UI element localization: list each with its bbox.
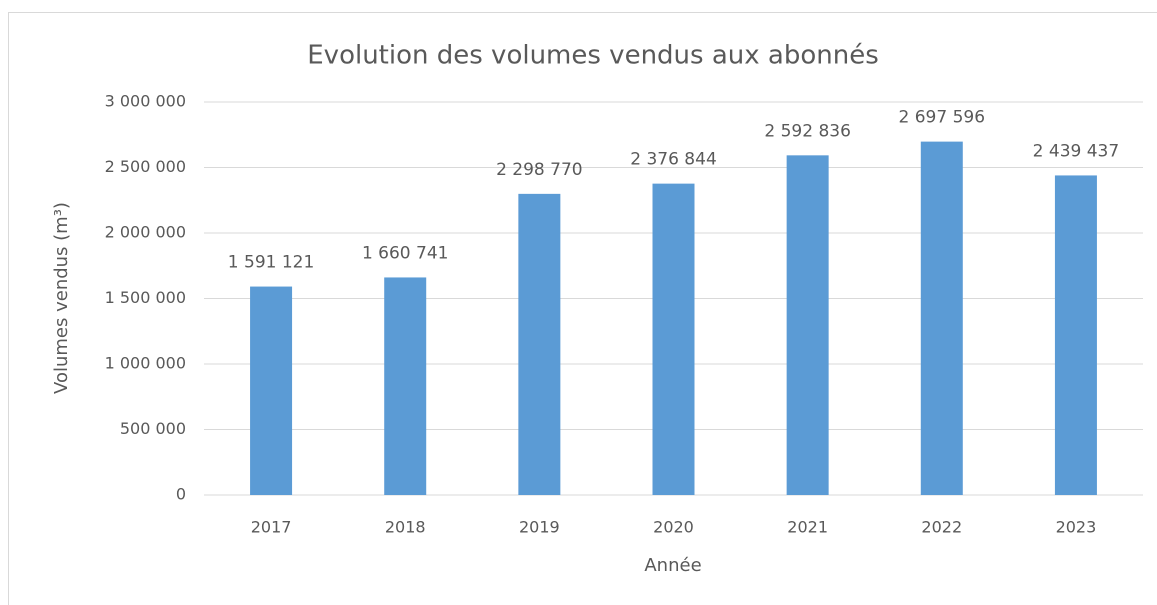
y-tick-label: 2 500 000	[105, 157, 186, 176]
chart-frame	[8, 12, 1157, 605]
bar	[384, 277, 427, 495]
bar	[786, 155, 829, 495]
data-label: 2 376 844	[630, 150, 717, 170]
data-label: 1 660 741	[362, 243, 449, 263]
y-axis-label: Volumes vendus (m³)	[51, 202, 72, 394]
x-tick-label: 2018	[385, 518, 426, 537]
x-tick-label: 2022	[921, 518, 962, 537]
data-label: 2 298 770	[496, 160, 583, 180]
data-label: 2 697 596	[899, 108, 986, 128]
chart-title: Evolution des volumes vendus aux abonnés	[307, 41, 879, 71]
bar	[652, 183, 695, 496]
y-tick-label: 3 000 000	[105, 92, 186, 111]
x-tick-label: 2017	[251, 518, 292, 537]
data-label: 2 439 437	[1033, 141, 1120, 161]
bar	[518, 193, 561, 495]
data-label: 2 592 836	[764, 121, 851, 141]
x-tick-label: 2021	[787, 518, 828, 537]
data-label: 1 591 121	[228, 253, 315, 273]
y-tick-label: 1 000 000	[105, 354, 186, 373]
x-tick-label: 2019	[519, 518, 560, 537]
bar	[250, 286, 293, 495]
x-tick-label: 2020	[653, 518, 694, 537]
y-tick-label: 2 000 000	[105, 223, 186, 242]
y-tick-label: 0	[176, 485, 186, 504]
y-tick-label: 500 000	[120, 419, 186, 438]
y-tick-label: 1 500 000	[105, 288, 186, 307]
x-axis-label: Année	[644, 555, 701, 576]
x-tick-label: 2023	[1056, 518, 1097, 537]
bar	[1054, 175, 1097, 495]
bar	[920, 141, 963, 495]
